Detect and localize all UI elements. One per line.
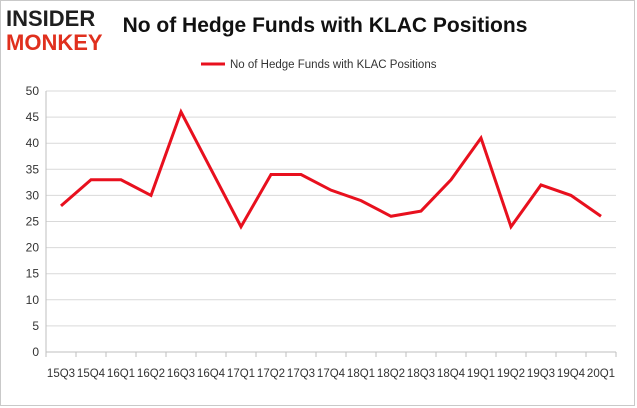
logo-line-2: MONKEY <box>6 30 103 55</box>
x-tick-label: 17Q1 <box>227 368 255 380</box>
x-tick-label: 18Q2 <box>377 368 405 380</box>
chart-title: No of Hedge Funds with KLAC Positions <box>122 14 528 37</box>
legend-label: No of Hedge Funds with KLAC Positions <box>230 59 437 71</box>
y-tick-label: 45 <box>26 110 40 124</box>
y-tick-label: 10 <box>26 293 40 307</box>
y-tick-label: 30 <box>26 188 40 202</box>
x-tick-label: 16Q4 <box>197 368 226 380</box>
x-tick-label: 18Q3 <box>407 368 435 380</box>
x-tick-label: 16Q3 <box>167 368 195 380</box>
x-tick-label: 16Q2 <box>137 368 165 380</box>
x-tick-label: 17Q4 <box>317 368 346 380</box>
x-tick-label: 16Q1 <box>107 368 135 380</box>
y-tick-label: 5 <box>32 319 39 333</box>
x-tick-label: 15Q4 <box>77 368 106 380</box>
x-tick-label: 18Q4 <box>437 368 466 380</box>
y-tick-label: 15 <box>26 267 40 281</box>
y-tick-label: 0 <box>32 345 39 359</box>
y-tick-label: 20 <box>26 241 40 255</box>
logo-line-1: INSIDER <box>6 6 96 31</box>
x-tick-label: 19Q3 <box>527 368 555 380</box>
y-tick-label: 40 <box>26 136 40 150</box>
x-tick-label: 19Q2 <box>497 368 525 380</box>
x-tick-label: 19Q1 <box>467 368 495 380</box>
x-tick-label: 17Q3 <box>287 368 315 380</box>
insider-monkey-logo: INSIDER MONKEY <box>6 8 118 54</box>
y-tick-label: 35 <box>26 162 40 176</box>
x-tick-label: 17Q2 <box>257 368 285 380</box>
y-tick-label: 25 <box>26 215 40 229</box>
x-tick-label: 15Q3 <box>47 368 75 380</box>
x-tick-label: 18Q1 <box>347 368 375 380</box>
x-tick-label: 20Q1 <box>587 368 615 380</box>
x-tick-label: 19Q4 <box>557 368 586 380</box>
y-tick-label: 50 <box>26 84 40 98</box>
